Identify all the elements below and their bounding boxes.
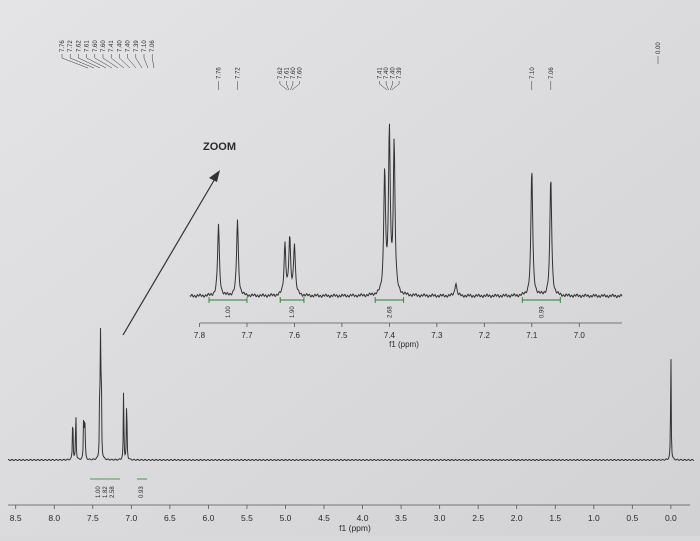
main-peak-label-leader [119,54,131,69]
inset-integrals: 1.00 1.90 2.68 0.99 [208,297,561,318]
main-tick-label: 8.0 [48,513,60,523]
main-spectrum-trace [8,327,695,462]
inset-peak-label-leader [290,81,294,91]
inset-integral-label: 0.99 [539,306,545,318]
zoom-arrow-head [209,170,220,182]
inset-peak-label-leader [385,81,389,91]
main-peak-label: 7.61 [85,40,91,52]
inset-peak-label: 7.40 [384,67,390,79]
zoom-arrow-line [122,176,217,336]
main-x-axis: 8.5 8.0 7.5 7.0 6.5 6.0 5.5 5.0 4.5 4.0 3.5 3.0 2.5 2… [8,504,690,523]
main-peak-label: 7.76 [60,40,66,52]
main-integrals: 1.00 1.82 2.58 0.93 [90,478,147,498]
inset-x-axis-label: f1 (ppm) [389,340,419,349]
main-peak-label: 7.39 [134,40,140,52]
inset-integral-label: 1.00 [226,306,232,318]
main-tick-label: 1.5 [549,513,561,523]
main-peak-label: 7.40 [117,40,123,52]
main-tick-label: 7.5 [87,513,99,523]
main-tick-label: 6.0 [202,513,214,523]
inset-peak-label: 7.61 [284,67,290,79]
main-peak-label-leader [143,54,149,69]
main-peak-label: 7.72 [68,40,74,52]
inset-peak-label: 7.41 [378,67,384,79]
inset-peak-label-leader [291,81,300,91]
main-integral-label: 2.58 [110,486,116,498]
main-tick-label: 6.5 [164,513,176,523]
main-tick-label: 4.5 [318,513,330,523]
inset-integral-label: 2.68 [387,306,393,318]
inset-tick-label: 7.5 [336,331,348,340]
main-peak-label-leader [127,54,137,69]
main-tick-label: 0.0 [665,513,677,523]
inset-x-axis: 7.8 7.7 7.6 7.5 7.4 7.3 7.2 7.1 7.0 [194,322,622,340]
main-tick-label: 7.0 [125,513,137,523]
inset-tick-label: 7.2 [479,331,491,340]
inset-tick-label: 7.7 [241,331,253,340]
main-peak-label-leader [78,54,101,69]
main-peak-label: 7.60 [93,40,99,52]
inset-tick-label: 7.4 [384,331,396,340]
main-integral-label: 0.93 [139,486,145,498]
main-peak-label: 7.40 [126,40,132,52]
main-tick-label: 8.5 [10,513,22,523]
main-peak-label-leader [102,54,119,69]
main-tick-label: 1.0 [588,513,600,523]
main-peak-label: 7.60 [101,40,107,52]
inset-peak-label-leader [391,81,400,91]
main-integral-label: 1.00 [96,486,102,498]
inset-peak-label: 7.76 [216,67,222,79]
main-integral-label: 1.82 [103,486,109,498]
inset-tick-label: 7.8 [194,331,206,340]
inset-integral-label: 1.90 [290,306,296,318]
main-peak-label: 7.06 [150,40,156,52]
main-peak-label: 7.41 [109,40,115,52]
main-tick-label: 5.5 [241,513,253,523]
inset-peak-labels: 7.76 7.72 7.62 7.61 7.60 7.60 7.41 7.40 7.40 7.39… [216,67,555,91]
inset-tick-label: 7.6 [289,331,301,340]
main-tick-label: 2.5 [472,513,484,523]
main-tick-label: 3.5 [395,513,407,523]
zoom-annotation: ZOOM [203,141,236,153]
main-tick-label: 0.5 [626,513,638,523]
inset-peak-label: 7.39 [397,67,403,79]
tms-label-group: 0.00 [656,42,662,64]
main-peak-label-leader [94,54,113,69]
inset-tick-label: 7.0 [574,331,586,340]
main-peak-label: 7.62 [76,40,82,52]
main-tick-label: 4.0 [357,513,369,523]
main-peak-label: 7.10 [142,40,148,52]
inset-tick-label: 7.1 [526,331,538,340]
main-peak-label-leader [61,54,89,69]
inset-peak-label-leader [379,81,388,91]
inset-peak-label: 7.40 [391,67,397,79]
inset-tick-label: 7.3 [431,331,443,340]
main-peak-label-leader [135,54,143,69]
inset-peak-label: 7.60 [291,67,297,79]
main-peak-label-leader [69,54,95,69]
main-tick-label: 3.0 [434,513,446,523]
inset-peak-label-leader [286,81,290,91]
inset-spectrum-trace [189,123,623,299]
main-peak-label-leader [151,54,155,69]
tms-peak-label: 0.00 [656,42,662,54]
inset-peak-label: 7.62 [278,67,284,79]
main-tick-label: 5.0 [280,513,292,523]
main-peak-label-leader [86,54,107,69]
inset-peak-label-leader [389,81,393,91]
inset-peak-label: 7.06 [549,67,555,79]
main-peak-labels: 7.76 7.72 7.62 7.61 7.60 7.60 7.41 7.40 7.40 7.39… [60,40,156,69]
inset-peak-label: 7.10 [530,67,536,79]
main-x-axis-label: f1 (ppm) [339,523,371,533]
inset-peak-label: 7.60 [297,67,303,79]
main-tick-label: 2.0 [511,513,523,523]
inset-peak-label-leader [279,81,288,91]
main-peak-label-leader [110,54,125,69]
inset-peak-label: 7.72 [235,67,241,79]
